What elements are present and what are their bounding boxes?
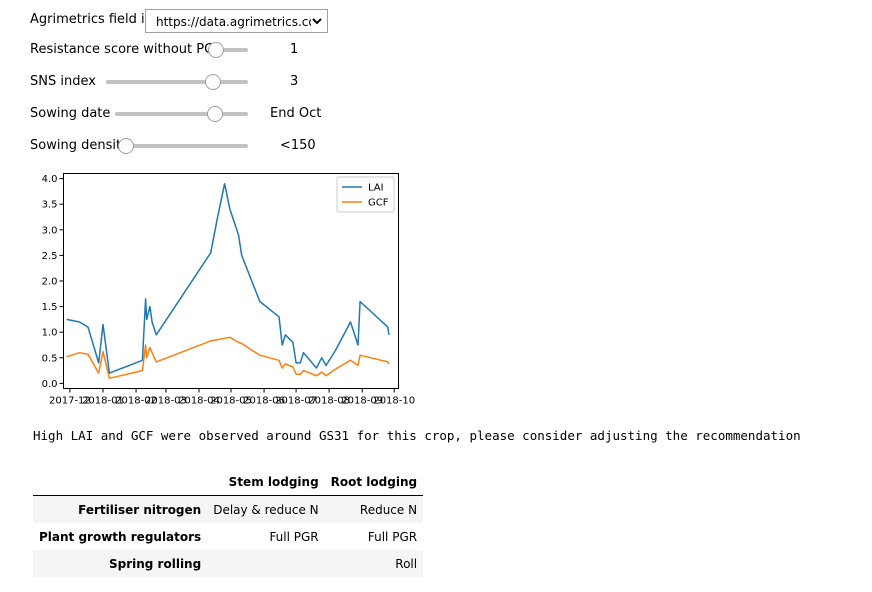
sns-slider-handle[interactable] <box>204 74 221 90</box>
recommendation-table: Stem lodging Root lodging Fertiliser nit… <box>33 468 424 577</box>
x-tick-label: 2017-12 <box>49 396 91 407</box>
table-cell: Reduce N <box>359 502 418 517</box>
x-tick-label: 2018-04 <box>178 396 220 407</box>
y-tick-label: 1.0 <box>42 328 58 339</box>
table-cell: Roll <box>395 556 418 571</box>
sns-readout: 3 <box>290 74 299 89</box>
x-tick-label: 2018-02 <box>115 396 157 407</box>
y-axis: 0.0 0.5 1.0 1.5 2.0 2.5 3.0 3.5 4.0 <box>42 174 64 390</box>
x-tick-label: 2018-07 <box>275 396 317 407</box>
row-header: Fertiliser nitrogen <box>78 502 202 517</box>
y-tick-label: 0.5 <box>42 353 58 364</box>
sowing-density-slider-handle[interactable] <box>118 138 134 154</box>
field-id-dropdown[interactable]: https://data.agrimetrics.co <box>145 9 328 33</box>
resistance-readout: 1 <box>290 42 299 57</box>
series-line-lai <box>66 182 390 374</box>
table-cell: Delay & reduce N <box>213 502 319 517</box>
field-id-label: Agrimetrics field id <box>30 12 153 27</box>
y-tick-label: 1.5 <box>42 302 58 313</box>
y-tick-label: 4.0 <box>42 174 58 185</box>
legend: LAI GCF <box>336 176 395 213</box>
table-row: Plant growth regulators Full PGR Full PG… <box>33 523 423 550</box>
column-header: Root lodging <box>324 468 424 496</box>
series-line-gcf <box>66 336 390 380</box>
row-header: Plant growth regulators <box>39 529 202 544</box>
table-row: Spring rolling Roll <box>33 550 424 577</box>
legend-entry: GCF <box>368 198 389 209</box>
y-tick-label: 3.5 <box>42 200 58 211</box>
sns-label: SNS index <box>30 74 96 89</box>
x-tick-label: 2018-05 <box>210 396 252 407</box>
sowing-date-readout: End Oct <box>270 106 322 121</box>
column-header: Stem lodging <box>207 468 325 496</box>
sowing-density-readout: <150 <box>280 138 316 153</box>
x-tick-label: 2018-09 <box>341 396 383 407</box>
chevron-down-icon <box>312 18 322 25</box>
sowing-date-label: Sowing date <box>30 106 111 121</box>
table-cell <box>207 550 324 577</box>
y-tick-label: 3.0 <box>42 225 58 236</box>
x-tick-label: 2018-03 <box>145 396 187 407</box>
y-tick-label: 2.0 <box>42 277 58 288</box>
series-lines <box>66 182 390 380</box>
y-tick-label: 0.0 <box>42 379 58 390</box>
legend-entry: LAI <box>368 183 384 194</box>
resistance-slider-handle[interactable] <box>208 42 224 58</box>
column-header <box>33 468 208 496</box>
x-tick-label: 2018-08 <box>308 396 350 407</box>
sowing-density-label: Sowing density <box>30 138 129 153</box>
table-row: Fertiliser nitrogen Delay & reduce N Red… <box>33 495 424 523</box>
sowing-density-slider-track[interactable] <box>126 144 248 148</box>
x-tick-label: 2018-01 <box>82 396 124 407</box>
recommendation-message: High LAI and GCF were observed around GS… <box>33 428 801 443</box>
legend-box <box>336 176 395 213</box>
table-cell: Full PGR <box>367 529 418 544</box>
x-axis: 2017-122018-012018-022018-032018-042018-… <box>49 388 415 407</box>
sowing-date-slider-track[interactable] <box>115 112 248 116</box>
x-tick-label: 2018-06 <box>243 396 285 407</box>
y-tick-label: 2.5 <box>42 251 58 262</box>
table-cell: Full PGR <box>269 529 319 544</box>
resistance-label: Resistance score without PGR <box>30 42 224 57</box>
row-header: Spring rolling <box>108 556 202 571</box>
resistance-slider-track[interactable] <box>216 48 248 52</box>
field-id-value: https://data.agrimetrics.co <box>156 15 311 29</box>
sns-slider-track[interactable] <box>106 80 248 84</box>
lai-gcf-chart: 0.00.51.01.52.02.53.03.54.0 2017-122018-… <box>42 173 415 407</box>
sowing-date-slider-handle[interactable] <box>206 106 223 122</box>
table-header-row: Stem lodging Root lodging <box>33 468 424 496</box>
x-tick-label: 2018-10 <box>373 396 415 407</box>
